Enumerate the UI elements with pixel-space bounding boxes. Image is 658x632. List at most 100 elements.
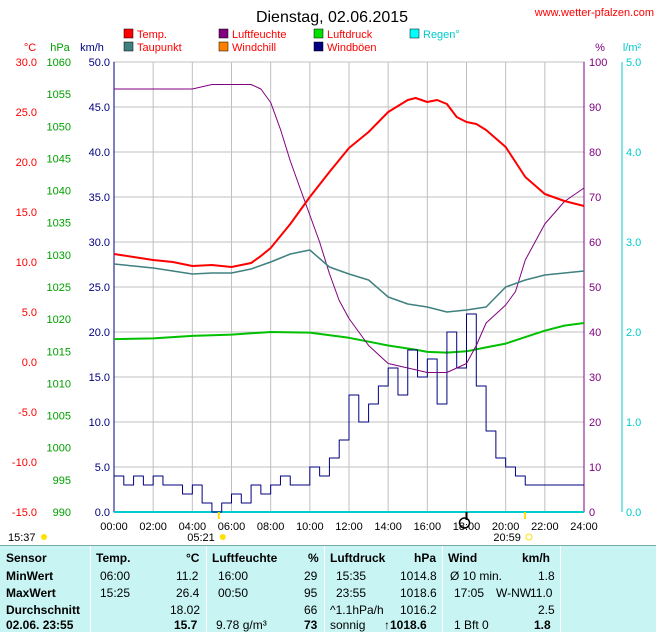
avg-press-val: 1016.2 <box>400 603 437 617</box>
wind-tick-label: 10.0 <box>89 417 110 429</box>
legend-label: Windchill <box>232 42 276 54</box>
legend-swatch <box>218 28 229 39</box>
pressure-unit-label: hPa <box>50 42 70 54</box>
wind-header: Wind <box>448 551 478 565</box>
current-hum-val: 73 <box>304 618 318 632</box>
series-line <box>113 97 585 268</box>
current-wind-val: 1.8 <box>534 618 551 632</box>
legend-label: Temp. <box>137 29 167 41</box>
pressure-tick-label: 1050 <box>47 121 71 133</box>
min-hum-val: 29 <box>304 569 318 583</box>
rain-tick-label: 4.0 <box>626 147 641 159</box>
avg-hum-val: 66 <box>304 603 318 617</box>
current-press-val: ↑1018.6 <box>384 618 427 632</box>
temp-tick-label: -5.0 <box>18 407 37 419</box>
current-label: 02.06. 23:55 <box>6 618 74 632</box>
rain-unit-label: l/m² <box>623 42 642 54</box>
stats-table: Sensor Temp. °C Luftfeuchte % Luftdruck … <box>0 545 656 632</box>
x-tick-label: 12:00 <box>335 521 363 533</box>
temp-tick-label: 15.0 <box>16 207 37 219</box>
pressure-tick-label: 1025 <box>47 282 71 294</box>
site-link[interactable]: www.wetter-pfalzen.com <box>534 7 654 19</box>
axis-ticks: 30.0 25.0 20.0 15.0 10.0 5.0 0.0 -5.0 -10.0 -15.0… <box>12 57 641 533</box>
legend-swatch <box>313 28 324 39</box>
wind-tick-label: 0.0 <box>95 507 110 519</box>
x-tick-label: 24:00 <box>570 521 598 533</box>
press-unit-header: hPa <box>414 551 437 565</box>
x-tick-label: 22:00 <box>531 521 559 533</box>
axis-units: °C hPa km/h % l/m² <box>24 42 642 54</box>
legend-swatch <box>409 28 420 39</box>
plot-series <box>113 84 585 513</box>
humidity-tick-label: 20 <box>589 417 601 429</box>
legend-label: Luftfeuchte <box>232 29 286 41</box>
min-wind-val: 1.8 <box>538 569 555 583</box>
x-tick-label: 14:00 <box>374 521 402 533</box>
temp-tick-label: 20.0 <box>16 157 37 169</box>
max-press-val: 1018.6 <box>400 586 437 600</box>
humidity-unit-label: % <box>595 42 605 54</box>
moon-icon <box>458 517 471 529</box>
wind-tick-label: 20.0 <box>89 327 110 339</box>
humidity-tick-label: 100 <box>589 57 607 69</box>
current-wind-label: 1 Bft 0 <box>454 618 489 632</box>
max-hum-time: 00:50 <box>218 586 249 600</box>
humidity-tick-label: 10 <box>589 462 601 474</box>
pressure-tick-label: 995 <box>53 475 71 487</box>
min-temp-time: 06:00 <box>100 569 131 583</box>
humidity-tick-label: 30 <box>589 372 601 384</box>
x-tick-label: 04:00 <box>179 521 207 533</box>
x-tick-label: 10:00 <box>296 521 324 533</box>
series-line <box>113 322 585 354</box>
humidity-tick-label: 70 <box>589 192 601 204</box>
wind-tick-label: 5.0 <box>95 462 110 474</box>
pressure-tick-label: 1040 <box>47 186 71 198</box>
avg-label: Durchschnitt <box>6 603 81 617</box>
current-temp-val: 15.7 <box>174 618 198 632</box>
wind-tick-label: 35.0 <box>89 192 110 204</box>
temp-header: Temp. <box>96 551 131 565</box>
rain-tick-label: 0.0 <box>626 507 641 519</box>
temp-tick-label: -15.0 <box>12 507 37 519</box>
humidity-tick-label: 60 <box>589 237 601 249</box>
max-temp-time: 15:25 <box>100 586 131 600</box>
wind-unit-header: km/h <box>522 551 551 565</box>
pressure-tick-label: 1030 <box>47 250 71 262</box>
wind-tick-label: 40.0 <box>89 147 110 159</box>
min-press-time: 15:35 <box>336 569 367 583</box>
humidity-tick-label: 80 <box>589 147 601 159</box>
sunset-label: 20:59 <box>493 532 521 544</box>
rain-tick-label: 5.0 <box>626 57 641 69</box>
max-wind-dir: W-NW <box>496 586 532 600</box>
humidity-tick-label: 90 <box>589 102 601 114</box>
x-tick-label: 06:00 <box>218 521 246 533</box>
press-header: Luftdruck <box>330 551 386 565</box>
pressure-tick-label: 1045 <box>47 153 71 165</box>
sensor-header: Sensor <box>6 551 47 565</box>
temp-unit-label: °C <box>24 42 36 54</box>
legend-label: Windböen <box>327 42 377 54</box>
pressure-tick-label: 1000 <box>47 443 71 455</box>
avg-wind-val: 2.5 <box>538 603 555 617</box>
legend-swatch <box>123 41 134 52</box>
series-line <box>113 249 585 313</box>
legend-swatch <box>218 41 229 52</box>
humidity-tick-label: 0 <box>589 507 595 519</box>
x-tick-label: 16:00 <box>414 521 442 533</box>
min-wind-label: Ø 10 min. <box>450 569 503 583</box>
temp-tick-label: 5.0 <box>22 307 37 319</box>
max-temp-val: 26.4 <box>176 586 200 600</box>
pressure-tick-label: 1060 <box>47 57 71 69</box>
legend-label: Taupunkt <box>137 42 182 54</box>
wind-tick-label: 45.0 <box>89 102 110 114</box>
min-label: MinWert <box>6 569 54 583</box>
temp-tick-label: 25.0 <box>16 107 37 119</box>
sunrise-label: 05:21 <box>187 532 215 544</box>
plot-grid <box>113 61 623 513</box>
avg-press-trend: ^1.1hPa/h <box>330 603 384 617</box>
legend-label: Regen° <box>423 29 460 41</box>
pressure-tick-label: 1035 <box>47 218 71 230</box>
sun-markers: 15:37 05:21 20:59 <box>8 512 533 544</box>
sunrise-icon <box>219 534 226 540</box>
min-press-val: 1014.8 <box>400 569 437 583</box>
